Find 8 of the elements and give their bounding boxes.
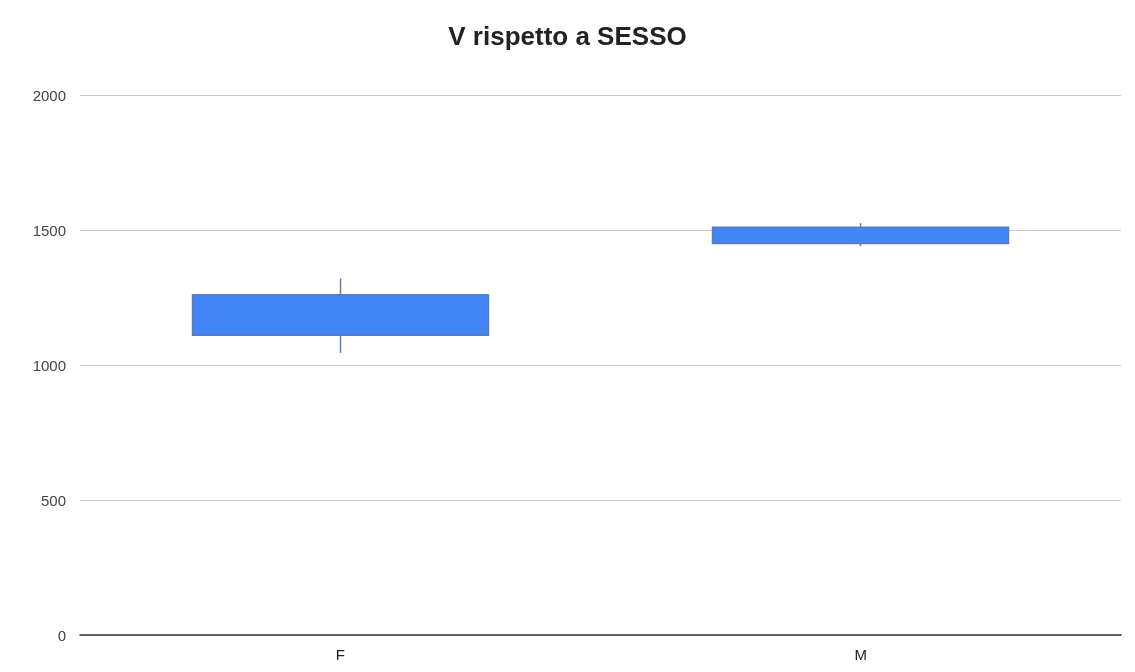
x-tick-label: F: [335, 646, 345, 663]
y-tick-label: 500: [40, 491, 66, 509]
y-tick-label: 2000: [32, 86, 66, 104]
y-tick-label: 1500: [32, 221, 66, 239]
y-tick-label: 0: [57, 626, 66, 644]
chart-title: V rispetto a SESSO: [448, 21, 687, 51]
x-tick-label: M: [854, 646, 867, 663]
y-tick-label: 1000: [32, 356, 66, 374]
